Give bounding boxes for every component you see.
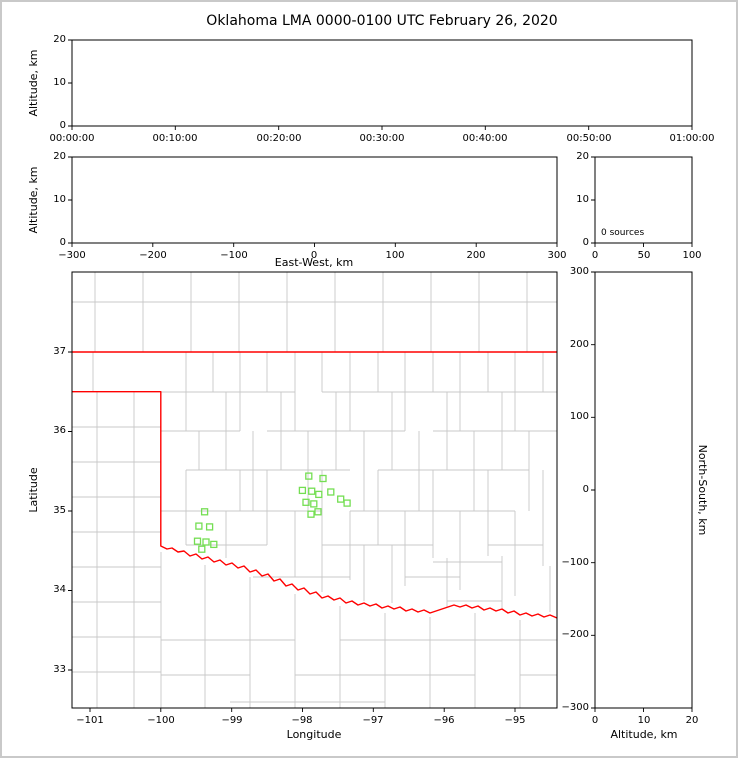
ytick-label: 10 bbox=[53, 77, 66, 88]
ytick-label: 0 bbox=[59, 237, 66, 248]
axis-ticks bbox=[68, 39, 693, 712]
lma-station-marker bbox=[195, 522, 203, 530]
lma-stations-layer bbox=[193, 472, 351, 553]
lma-station-marker bbox=[310, 500, 318, 508]
lma-station-marker bbox=[200, 508, 209, 516]
figure-title: Oklahoma LMA 0000-0100 UTC February 26, … bbox=[206, 13, 558, 29]
ylabel-altitude-ew-panel: Altitude, km bbox=[27, 166, 40, 234]
ytick-label: 100 bbox=[569, 411, 589, 422]
xtick-label: −200 bbox=[139, 250, 167, 261]
lma-station-marker bbox=[193, 537, 202, 545]
ylabel-latitude: Latitude bbox=[27, 467, 40, 513]
ytick-label: 0 bbox=[582, 237, 589, 248]
xtick-label: −100 bbox=[147, 715, 175, 726]
xtick-label: 100 bbox=[385, 250, 405, 261]
lma-station-marker bbox=[327, 488, 335, 496]
lma-station-marker bbox=[315, 490, 323, 499]
ylabel-altitude-time-panel: Altitude, km bbox=[27, 49, 40, 117]
ytick-label: −100 bbox=[561, 557, 589, 568]
xtick-label: 0 bbox=[591, 715, 599, 726]
xtick-label: 0 bbox=[310, 250, 318, 261]
ytick-label: 35 bbox=[53, 505, 66, 516]
lma-station-marker bbox=[302, 498, 310, 506]
xtick-label: −99 bbox=[221, 715, 243, 726]
county-boundaries bbox=[72, 272, 557, 708]
state-boundary bbox=[72, 351, 557, 619]
lma-station-marker bbox=[307, 510, 315, 518]
time-altitude-panel bbox=[71, 39, 693, 127]
source-count-annotation: 0 sources bbox=[601, 228, 645, 238]
xtick-label: 00:40:00 bbox=[462, 133, 508, 144]
ylabel-north-south: North-South, km bbox=[696, 444, 709, 536]
ytick-label: 37 bbox=[53, 346, 66, 357]
oklahoma-county-lines-horizontal bbox=[161, 391, 557, 602]
xtick-label: −95 bbox=[504, 715, 526, 726]
texas-county-lines bbox=[72, 392, 557, 708]
ytick-label: 20 bbox=[53, 34, 66, 45]
ytick-label: 300 bbox=[569, 266, 589, 277]
ytick-label: 0 bbox=[582, 484, 589, 495]
lma-station-marker bbox=[210, 540, 218, 549]
xtick-label: −96 bbox=[433, 715, 455, 726]
lma-station-marker bbox=[305, 472, 313, 480]
xtick-label: 00:00:00 bbox=[49, 133, 95, 144]
ytick-label: 34 bbox=[53, 584, 66, 595]
xtick-label: −300 bbox=[58, 250, 86, 261]
lma-station-marker bbox=[343, 499, 351, 507]
xtick-label: −98 bbox=[291, 715, 313, 726]
xtick-label: −101 bbox=[76, 715, 104, 726]
lma-station-marker bbox=[314, 508, 322, 516]
xtick-label: 100 bbox=[682, 250, 702, 261]
xtick-label: 00:10:00 bbox=[152, 133, 198, 144]
xlabel-east-west: East-West, km bbox=[274, 256, 354, 269]
xtick-label: 200 bbox=[466, 250, 486, 261]
xtick-label: 50 bbox=[637, 250, 651, 261]
lma-station-marker bbox=[337, 495, 345, 503]
xlabel-longitude: Longitude bbox=[286, 728, 342, 741]
xtick-label: 10 bbox=[637, 715, 651, 726]
lma-station-marker bbox=[319, 474, 327, 483]
xtick-label: 00:30:00 bbox=[359, 133, 405, 144]
source-histogram-panel bbox=[594, 156, 693, 244]
xtick-label: 20 bbox=[685, 715, 699, 726]
north-south-altitude-panel bbox=[594, 271, 693, 709]
lma-station-marker bbox=[198, 545, 206, 553]
lma-station-marker bbox=[298, 486, 307, 495]
lma-station-marker bbox=[202, 538, 210, 546]
xtick-label: −100 bbox=[220, 250, 248, 261]
lma-station-marker bbox=[205, 523, 214, 531]
ytick-label: 10 bbox=[576, 194, 589, 205]
xtick-label: −97 bbox=[362, 715, 384, 726]
plan-view-panel bbox=[71, 271, 558, 709]
kansas-county-lines bbox=[72, 272, 557, 352]
ytick-label: 33 bbox=[53, 664, 66, 675]
xtick-label: 00:20:00 bbox=[256, 133, 302, 144]
xtick-label: 01:00:00 bbox=[669, 133, 715, 144]
ytick-label: 20 bbox=[53, 151, 66, 162]
ytick-label: 0 bbox=[59, 120, 66, 131]
ytick-label: 10 bbox=[53, 194, 66, 205]
ytick-label: 20 bbox=[576, 151, 589, 162]
ytick-label: −200 bbox=[561, 629, 589, 640]
lma-station-marker bbox=[308, 487, 316, 495]
xtick-label: 00:50:00 bbox=[566, 133, 612, 144]
xlabel-altitude-ns-panel: Altitude, km bbox=[610, 728, 678, 741]
ytick-label: 36 bbox=[53, 425, 66, 436]
tick-marks bbox=[68, 39, 693, 712]
oklahoma-west-border-and-red-river bbox=[72, 391, 557, 619]
xtick-label: 300 bbox=[547, 250, 567, 261]
panel-frames bbox=[71, 39, 693, 709]
ytick-label: −300 bbox=[561, 702, 589, 713]
east-west-altitude-panel bbox=[71, 156, 558, 244]
ytick-label: 200 bbox=[569, 339, 589, 350]
xtick-label: 0 bbox=[591, 250, 599, 261]
